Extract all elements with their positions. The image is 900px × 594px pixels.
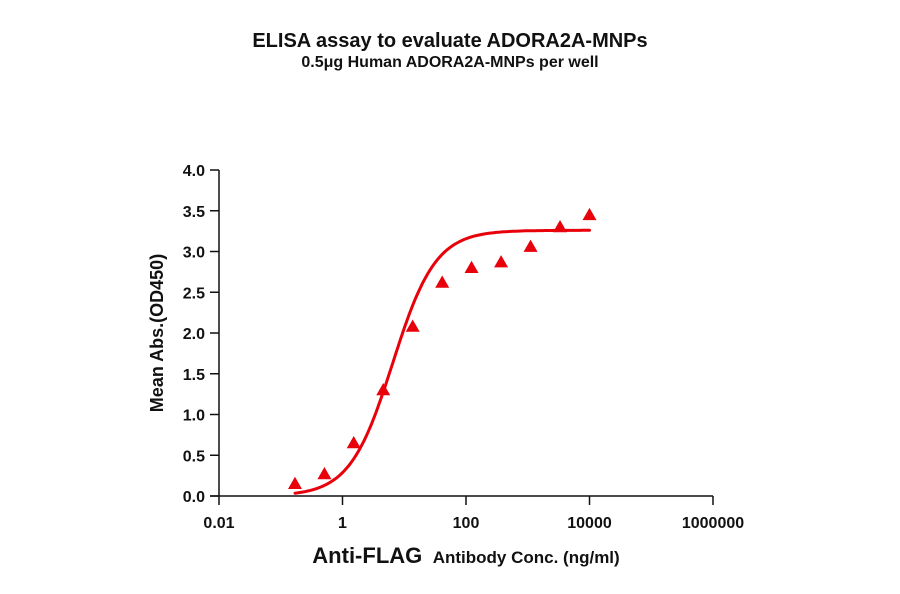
x-tick-label: 1000000 — [682, 515, 744, 532]
y-tick-label: 3.5 — [183, 204, 205, 221]
y-axis-label: Mean Abs.(OD450) — [147, 254, 167, 412]
chart-subtitle: 0.5μg Human ADORA2A-MNPs per well — [301, 54, 599, 71]
x-tick-label: 0.01 — [203, 515, 234, 532]
y-tick-label: 4.0 — [183, 163, 205, 180]
x-axis-label-rest: Antibody Conc. (ng/ml) — [433, 548, 620, 567]
triangle-marker-icon — [435, 275, 450, 288]
chart-title: ELISA assay to evaluate ADORA2A-MNPs — [252, 30, 648, 52]
triangle-marker-icon — [287, 476, 302, 490]
triangle-marker-icon — [405, 319, 420, 332]
triangle-marker-icon — [346, 436, 361, 449]
y-tick-label: 0.5 — [183, 448, 205, 465]
fit-curve-line — [293, 228, 591, 495]
axis-labels: Mean Abs.(OD450) Anti-FLAG Antibody Conc… — [147, 254, 620, 568]
data-points — [287, 207, 597, 490]
y-tick-label: 0.0 — [183, 489, 205, 506]
y-tick-label: 2.5 — [183, 285, 205, 302]
axes: 0.0 0.5 1.0 1.5 2.0 2.5 3.0 3.5 4.0 0.01 1 100 10000… — [183, 163, 744, 532]
y-tick-label: 3.0 — [183, 245, 205, 262]
triangle-marker-icon — [494, 255, 509, 268]
y-tick-label: 1.5 — [183, 367, 205, 384]
x-axis-label-main: Anti-FLAG — [312, 543, 422, 568]
y-tick-label: 2.0 — [183, 326, 205, 343]
triangle-marker-icon — [523, 239, 538, 252]
fit-curve — [293, 228, 591, 495]
x-tick-label: 10000 — [567, 515, 612, 532]
triangle-marker-icon — [553, 220, 568, 233]
triangle-marker-icon — [317, 466, 332, 480]
x-tick-label: 100 — [453, 515, 480, 532]
x-tick-label: 1 — [338, 515, 347, 532]
triangle-marker-icon — [582, 207, 597, 221]
triangle-marker-icon — [376, 383, 391, 396]
y-tick-label: 1.0 — [183, 408, 205, 425]
triangle-marker-icon — [464, 260, 479, 274]
x-axis-label: Anti-FLAG Antibody Conc. (ng/ml) — [312, 543, 619, 568]
